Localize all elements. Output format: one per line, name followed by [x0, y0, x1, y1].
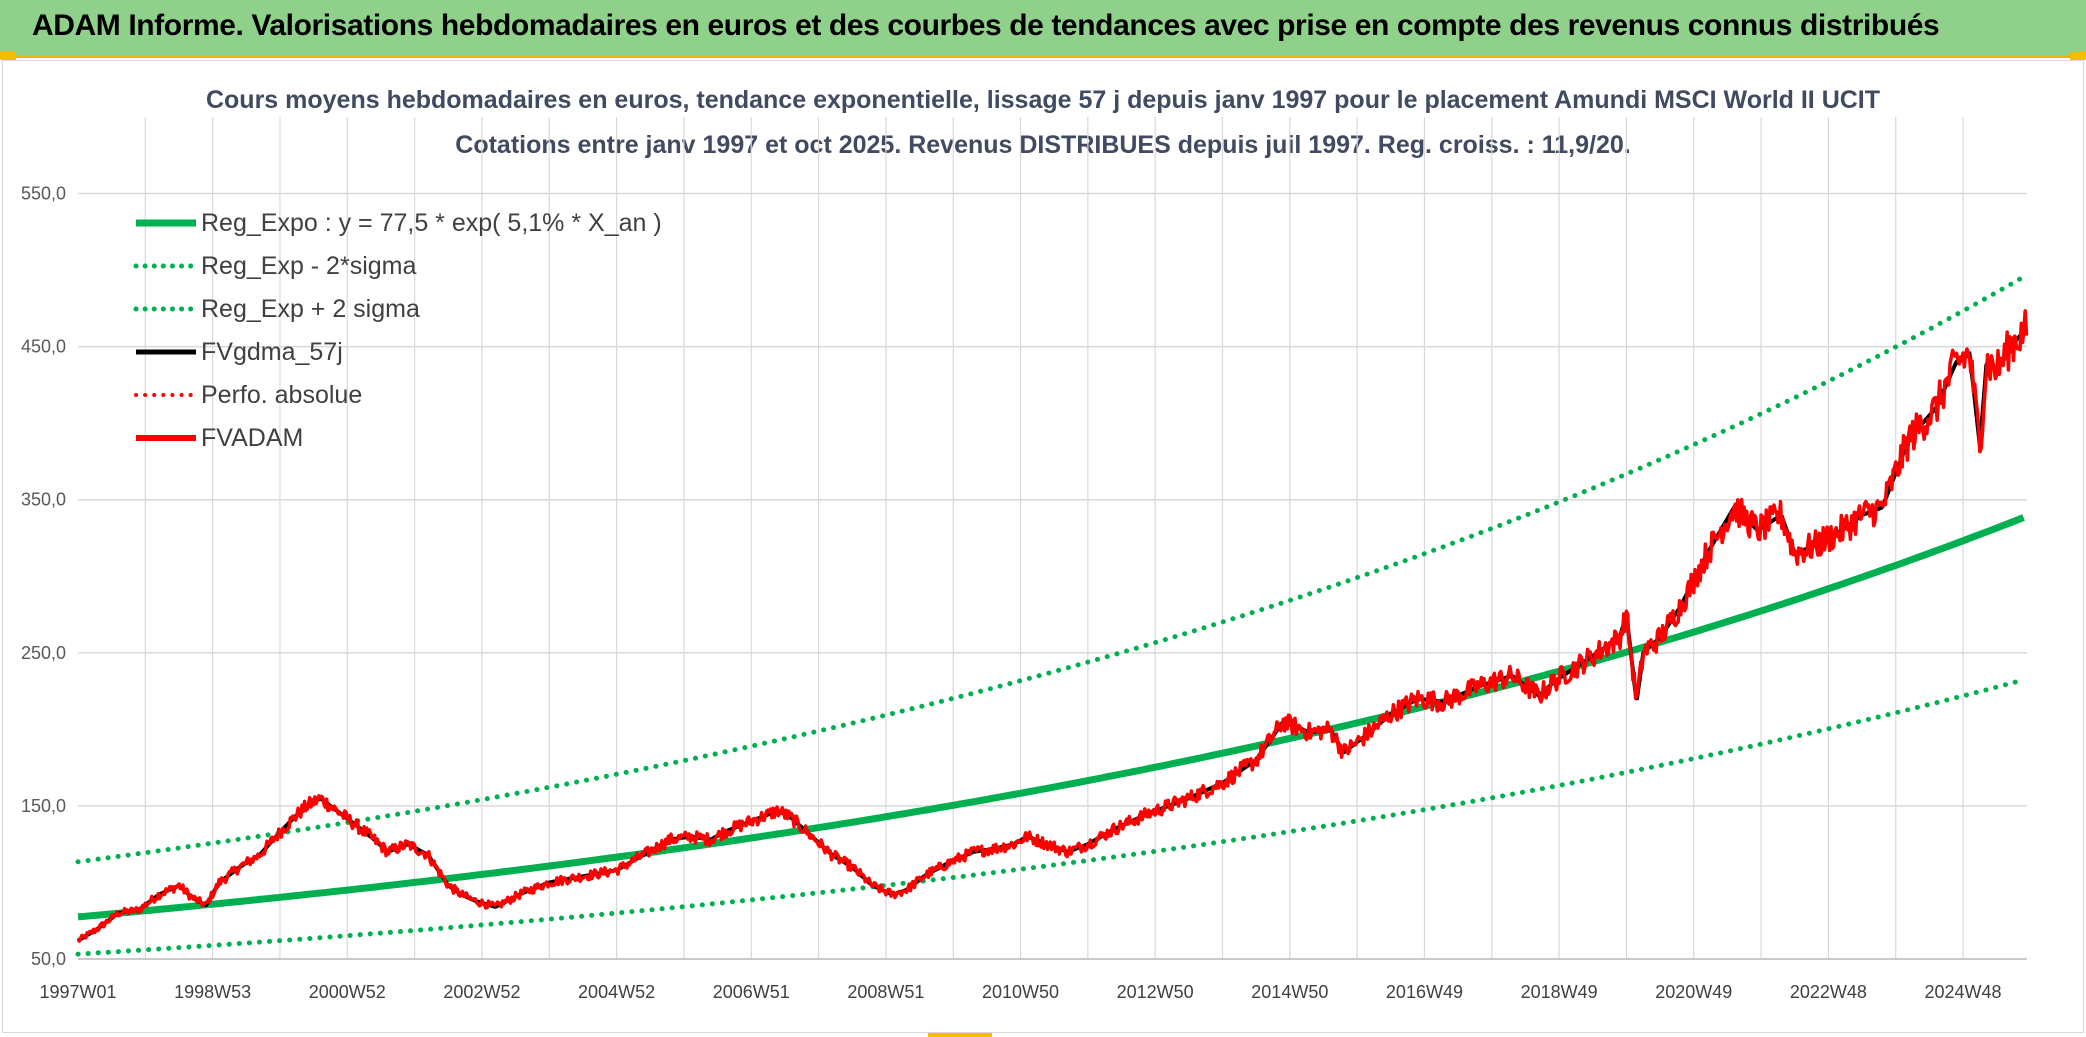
y-tick-label: 150,0	[21, 796, 66, 816]
legend: Reg_Expo : y = 77,5 * exp( 5,1% * X_an )…	[133, 209, 662, 452]
chart-subtitle: Cotations entre janv 1997 et oct 2025. R…	[455, 131, 1631, 159]
report-banner: ADAM Informe. Valorisations hebdomadaire…	[0, 0, 2086, 58]
y-tick-label: 550,0	[21, 184, 66, 204]
x-tick-label: 2018W49	[1521, 982, 1598, 1002]
x-tick-label: 2004W52	[578, 982, 655, 1002]
x-tick-label: 2020W49	[1655, 982, 1732, 1002]
x-tick-label: 2000W52	[309, 982, 386, 1002]
x-tick-label: 1997W01	[39, 982, 116, 1002]
x-tick-label: 2016W49	[1386, 982, 1463, 1002]
x-tick-label: 2024W48	[1925, 982, 2002, 1002]
chart-area	[2, 60, 2084, 1033]
legend-label: Reg_Expo : y = 77,5 * exp( 5,1% * X_an )	[201, 209, 662, 237]
corner-mark-left	[0, 52, 16, 60]
series-line-reg-exp-plus-2sigma	[75, 274, 2027, 865]
legend-label: Reg_Exp - 2*sigma	[201, 252, 416, 280]
x-tick-label: 2010W50	[982, 982, 1059, 1002]
x-tick-label: 1998W53	[174, 982, 251, 1002]
y-axis-ticks: 50,0 150,0 250,0 350,0 450,0 550,0	[21, 184, 66, 969]
series-lines	[75, 274, 2029, 957]
x-tick-label: 2008W51	[847, 982, 924, 1002]
legend-label: Perfo. absolue	[201, 381, 362, 409]
x-tick-label: 2014W50	[1251, 982, 1328, 1002]
corner-mark-right	[2070, 52, 2086, 60]
report-title: ADAM Informe. Valorisations hebdomadaire…	[32, 9, 1940, 42]
x-tick-label: 2002W52	[443, 982, 520, 1002]
legend-label: FVADAM	[201, 424, 303, 452]
legend-label: FVgdma_57j	[201, 338, 343, 366]
y-tick-label: 350,0	[21, 490, 66, 510]
x-tick-label: 2012W50	[1117, 982, 1194, 1002]
series-line-fvadam	[76, 309, 2029, 943]
y-tick-label: 50,0	[31, 949, 66, 969]
x-tick-label: 2006W51	[713, 982, 790, 1002]
y-tick-label: 250,0	[21, 643, 66, 663]
series-line-reg-exp-minus-2sigma	[75, 677, 2027, 957]
legend-label: Reg_Exp + 2 sigma	[201, 295, 420, 323]
x-axis-ticks: 1997W01 1998W53 2000W52 2002W52 2004W52 2006W…	[39, 982, 2001, 1002]
x-tick-label: 2022W48	[1790, 982, 1867, 1002]
chart-title: Cours moyens hebdomadaires en euros, ten…	[205, 86, 1881, 114]
y-tick-label: 450,0	[21, 337, 66, 357]
series-line-reg-expo	[77, 514, 2025, 921]
corner-mark-bottom	[928, 1032, 992, 1037]
